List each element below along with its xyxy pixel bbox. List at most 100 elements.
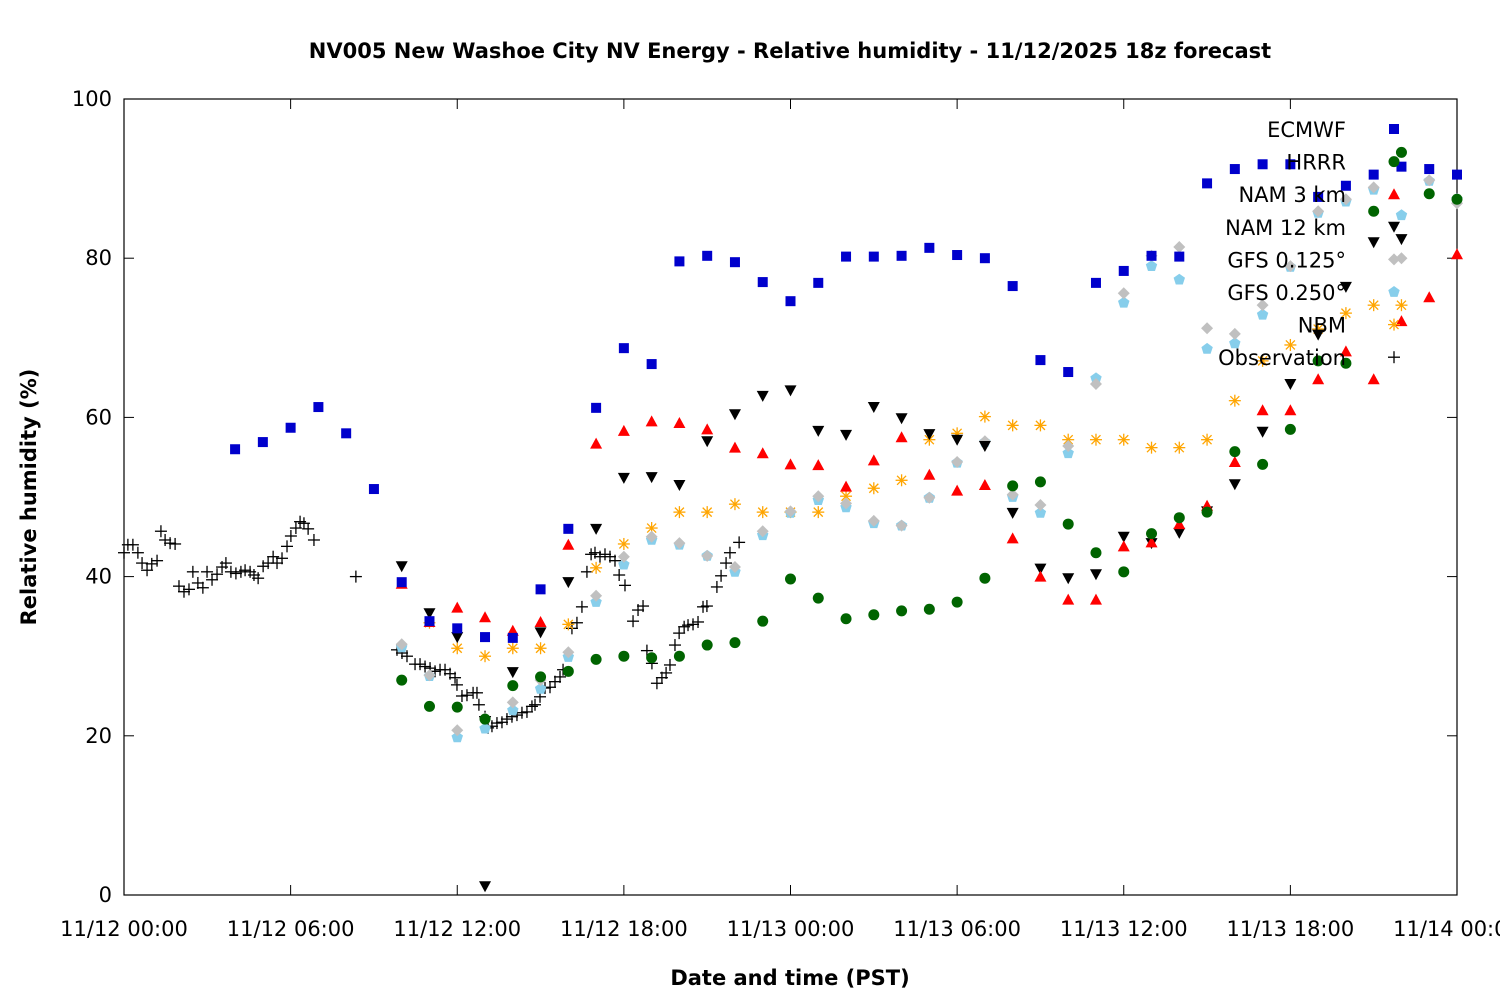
point-observation bbox=[177, 585, 190, 598]
point-nam-3-km bbox=[1089, 593, 1102, 605]
point-hrrr bbox=[618, 650, 630, 662]
point-hrrr bbox=[868, 609, 880, 621]
point-nbm bbox=[1367, 299, 1380, 312]
point-nam-3-km bbox=[1339, 345, 1352, 357]
point-hrrr bbox=[1312, 355, 1324, 367]
point-nam-12-km bbox=[1117, 531, 1130, 543]
point-hrrr bbox=[1007, 480, 1019, 492]
point-hrrr bbox=[1034, 476, 1046, 488]
point-observation bbox=[118, 546, 130, 559]
point-gfs-0-125 bbox=[840, 497, 853, 510]
point-gfs-0-250 bbox=[1229, 337, 1241, 349]
point-observation bbox=[164, 537, 177, 550]
point-observation bbox=[715, 569, 728, 582]
point-observation bbox=[191, 576, 204, 589]
point-observation bbox=[257, 560, 270, 573]
point-hrrr bbox=[562, 665, 574, 677]
point-observation bbox=[525, 700, 538, 713]
point-nam-12-km bbox=[562, 577, 575, 589]
point-observation bbox=[500, 713, 513, 726]
point-nam-3-km bbox=[1256, 404, 1269, 416]
point-nbm bbox=[812, 506, 825, 519]
point-nam-3-km bbox=[923, 468, 936, 480]
point-ecmwf bbox=[1424, 164, 1435, 175]
point-observation bbox=[151, 554, 164, 567]
point-ecmwf bbox=[896, 250, 907, 261]
legend-label-gfs-0-250: GFS 0.250° bbox=[1227, 281, 1346, 305]
point-nam-12-km bbox=[451, 632, 464, 644]
point-hrrr bbox=[1146, 528, 1158, 540]
y-tick-label: 80 bbox=[85, 246, 112, 270]
point-observation bbox=[281, 540, 294, 553]
point-observation bbox=[349, 570, 362, 583]
point-gfs-0-125 bbox=[812, 490, 825, 503]
point-observation bbox=[470, 686, 483, 699]
point-ecmwf bbox=[1090, 277, 1101, 288]
point-nam-3-km bbox=[728, 441, 741, 453]
point-hrrr bbox=[701, 639, 713, 651]
point-nbm bbox=[673, 506, 686, 519]
point-nbm bbox=[562, 618, 575, 631]
point-gfs-0-250 bbox=[451, 731, 463, 743]
point-observation bbox=[455, 690, 468, 702]
point-hrrr bbox=[785, 573, 796, 585]
point-observation bbox=[276, 552, 289, 565]
point-ecmwf bbox=[1340, 180, 1351, 191]
axes: 0 20 40 60 80 100 11/12 00:00 11/12 06:00 11/12 … bbox=[60, 87, 1500, 941]
point-hrrr bbox=[1118, 566, 1130, 578]
point-ecmwf bbox=[674, 256, 685, 267]
point-gfs-0-125 bbox=[728, 561, 741, 574]
point-observation bbox=[414, 658, 427, 671]
point-observation bbox=[252, 572, 265, 585]
point-ecmwf bbox=[618, 343, 629, 354]
point-gfs-0-250 bbox=[1090, 372, 1102, 384]
point-nbm bbox=[1395, 299, 1408, 312]
point-nam-3-km bbox=[1395, 315, 1408, 327]
point-observation bbox=[575, 600, 588, 613]
point-nam-12-km bbox=[1284, 378, 1297, 390]
point-hrrr bbox=[1062, 518, 1074, 530]
point-nam-12-km bbox=[978, 441, 991, 453]
point-gfs-0-125 bbox=[1006, 488, 1019, 501]
point-nam-12-km bbox=[701, 436, 714, 448]
point-nam-12-km bbox=[1089, 569, 1102, 581]
point-observation bbox=[169, 537, 182, 550]
point-nam-3-km bbox=[562, 538, 575, 550]
point-hrrr bbox=[923, 603, 935, 615]
legend-marker-gfs-0-250 bbox=[1388, 286, 1400, 297]
point-nam-3-km bbox=[840, 480, 853, 492]
point-observation bbox=[400, 650, 413, 663]
series-nbm bbox=[423, 299, 1408, 663]
point-nam-3-km bbox=[1284, 404, 1297, 416]
point-hrrr bbox=[479, 713, 491, 725]
point-observation bbox=[673, 627, 686, 640]
point-nam-12-km bbox=[784, 385, 797, 397]
point-gfs-0-125 bbox=[867, 514, 880, 527]
point-nbm bbox=[1173, 441, 1186, 454]
point-nam-12-km bbox=[1006, 507, 1019, 519]
point-nam-3-km bbox=[645, 415, 658, 427]
point-observation bbox=[126, 538, 139, 551]
point-nbm bbox=[978, 410, 991, 423]
point-hrrr bbox=[1229, 446, 1241, 458]
point-gfs-0-125 bbox=[451, 724, 464, 737]
point-observation bbox=[692, 615, 705, 628]
point-nam-12-km bbox=[1173, 527, 1186, 539]
point-nbm bbox=[1117, 433, 1130, 446]
point-nam-12-km bbox=[1034, 563, 1047, 575]
point-gfs-0-125 bbox=[395, 638, 408, 651]
point-observation bbox=[201, 565, 214, 578]
point-gfs-0-125 bbox=[1256, 299, 1269, 312]
legend-label-gfs-0-125: GFS 0.125° bbox=[1227, 248, 1346, 272]
legend-label-hrrr: HRRR bbox=[1286, 151, 1346, 175]
point-nam-3-km bbox=[451, 601, 464, 613]
point-hrrr bbox=[646, 652, 658, 664]
point-hrrr bbox=[451, 701, 463, 713]
point-gfs-0-250 bbox=[618, 558, 630, 570]
series-hrrr bbox=[396, 146, 1463, 725]
point-hrrr bbox=[840, 613, 852, 625]
series-gfs-0-125 bbox=[395, 174, 1463, 737]
point-observation bbox=[419, 660, 432, 673]
point-hrrr bbox=[1451, 193, 1463, 205]
point-nam-12-km bbox=[1228, 479, 1241, 491]
